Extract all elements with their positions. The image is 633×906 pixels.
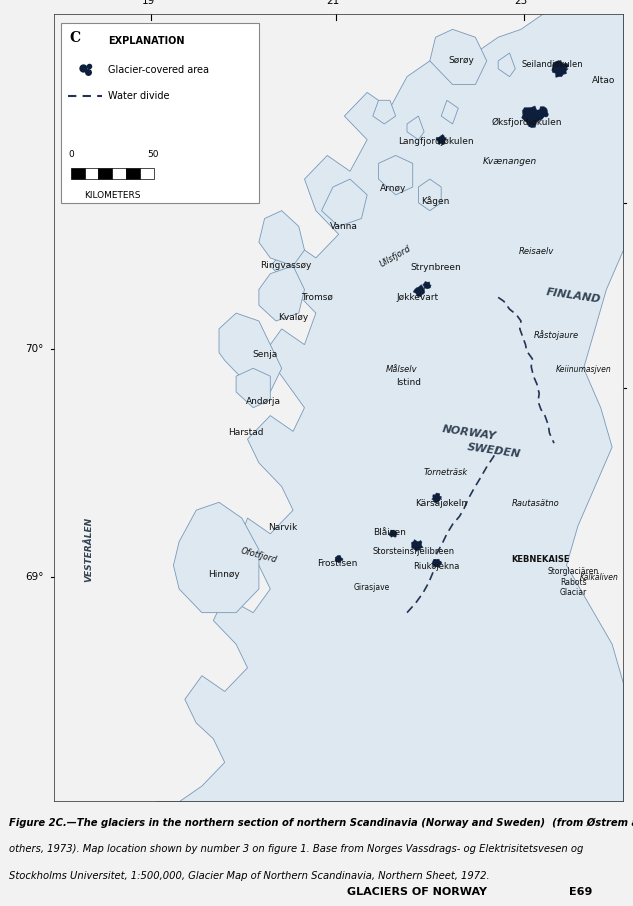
Text: Ullsfjord: Ullsfjord	[379, 244, 413, 269]
Text: VESTERÅLEN: VESTERÅLEN	[85, 517, 94, 583]
Text: Girasjave: Girasjave	[354, 583, 390, 592]
Polygon shape	[522, 106, 544, 128]
Text: Senja: Senja	[252, 350, 277, 359]
Text: Tromsø: Tromsø	[301, 293, 333, 302]
Polygon shape	[423, 282, 432, 289]
Text: 50: 50	[147, 150, 160, 159]
Text: Jøkkevart: Jøkkevart	[396, 293, 438, 302]
Text: 21°: 21°	[327, 0, 345, 5]
Text: Kågen: Kågen	[422, 197, 449, 207]
Text: Figure 2C.—The glaciers in the northern section of northern Scandinavia (Norway : Figure 2C.—The glaciers in the northern …	[9, 818, 633, 828]
Polygon shape	[156, 14, 624, 802]
Polygon shape	[436, 135, 446, 145]
Polygon shape	[430, 29, 487, 84]
Text: Kvaløy: Kvaløy	[278, 313, 308, 323]
Bar	[85, 169, 99, 179]
Text: SWEDEN: SWEDEN	[466, 442, 521, 459]
Text: KILOMETERS: KILOMETERS	[84, 191, 141, 200]
Text: Langfjordjøkulen: Langfjordjøkulen	[398, 137, 473, 146]
Text: C: C	[70, 31, 81, 45]
Text: Ringvassøy: Ringvassøy	[261, 261, 312, 270]
Text: NORWAY: NORWAY	[442, 424, 498, 442]
Text: Altao: Altao	[592, 76, 615, 85]
Text: Frostisen: Frostisen	[317, 559, 358, 568]
Polygon shape	[413, 284, 425, 297]
Text: GLACIERS OF NORWAY: GLACIERS OF NORWAY	[348, 887, 487, 897]
Text: Sørøy: Sørøy	[448, 56, 474, 65]
Text: Torneträsk: Torneträsk	[423, 467, 468, 477]
Text: Kälkäliven: Kälkäliven	[580, 573, 619, 582]
Polygon shape	[219, 313, 282, 392]
Polygon shape	[407, 116, 424, 140]
Text: Harstad: Harstad	[229, 429, 264, 438]
Text: Strупbreen: Strупbreen	[410, 263, 461, 272]
Text: Hinnøy: Hinnøy	[208, 570, 239, 579]
Text: FINLAND: FINLAND	[545, 287, 601, 304]
Polygon shape	[322, 179, 367, 226]
Bar	[71, 169, 85, 179]
Text: Kvænangen: Kvænangen	[482, 158, 537, 167]
Polygon shape	[259, 210, 304, 265]
Text: Storglaciären: Storglaciären	[548, 567, 599, 576]
Text: 70°: 70°	[25, 343, 44, 353]
Text: Øksfjordjøkulen: Øksfjordjøkulen	[491, 118, 562, 127]
Text: KEBNEKAISE: KEBNEKAISE	[511, 554, 570, 564]
Text: Ofotfjord: Ofotfjord	[240, 546, 278, 565]
Text: E69: E69	[570, 887, 592, 897]
Bar	[140, 169, 154, 179]
Text: Reisaelv: Reisaelv	[519, 247, 555, 256]
Text: Keiinumasjven: Keiinumasjven	[556, 365, 611, 374]
Bar	[99, 169, 112, 179]
Text: others, 1973). Map location shown by number 3 on figure 1. Base from Norges Vass: others, 1973). Map location shown by num…	[9, 844, 584, 854]
Text: Storsteinsfjelibreen: Storsteinsfjelibreen	[373, 546, 455, 555]
Polygon shape	[373, 101, 396, 124]
Polygon shape	[537, 107, 548, 119]
Text: EXPLANATION: EXPLANATION	[108, 35, 184, 45]
Bar	[126, 169, 140, 179]
Polygon shape	[335, 555, 343, 563]
Bar	[112, 169, 126, 179]
Text: 0: 0	[68, 150, 74, 159]
Bar	[61, 23, 259, 203]
Text: Narvik: Narvik	[268, 523, 298, 532]
Text: Seilandjøkulen: Seilandjøkulen	[522, 61, 583, 70]
Text: Andørja: Andørja	[246, 397, 281, 406]
Text: 23°: 23°	[515, 0, 533, 5]
Polygon shape	[432, 493, 442, 503]
Text: Rautasätno: Rautasätno	[511, 499, 559, 508]
Polygon shape	[379, 156, 413, 195]
Text: Råstojaure: Råstojaure	[534, 331, 579, 340]
Text: 69°: 69°	[25, 573, 44, 583]
Polygon shape	[552, 61, 568, 77]
Polygon shape	[411, 540, 423, 552]
Text: Kärsajøkeln: Kärsajøkeln	[415, 499, 467, 508]
Text: Blåisen: Blåisen	[373, 527, 406, 536]
Text: Riukojekna: Riukojekna	[413, 563, 460, 572]
Text: Vanna: Vanna	[330, 222, 358, 231]
Polygon shape	[432, 559, 442, 567]
Text: Istind: Istind	[396, 378, 421, 387]
Text: Arnøy: Arnøy	[380, 184, 406, 193]
Text: Water divide: Water divide	[108, 92, 170, 101]
Text: Rabots
Glaciar: Rabots Glaciar	[560, 578, 587, 597]
Polygon shape	[236, 368, 270, 408]
Polygon shape	[389, 530, 398, 537]
Polygon shape	[418, 179, 441, 210]
Text: 19°: 19°	[141, 0, 160, 5]
Text: Stockholms Universitet, 1:500,000, Glacier Map of Northern Scandinavia, Northern: Stockholms Universitet, 1:500,000, Glaci…	[9, 871, 490, 881]
Polygon shape	[259, 265, 304, 321]
Polygon shape	[441, 101, 458, 124]
Text: Målselv: Målselv	[385, 365, 417, 374]
Polygon shape	[173, 502, 259, 612]
Text: Glacier-covered area: Glacier-covered area	[108, 65, 209, 75]
Polygon shape	[498, 53, 515, 77]
